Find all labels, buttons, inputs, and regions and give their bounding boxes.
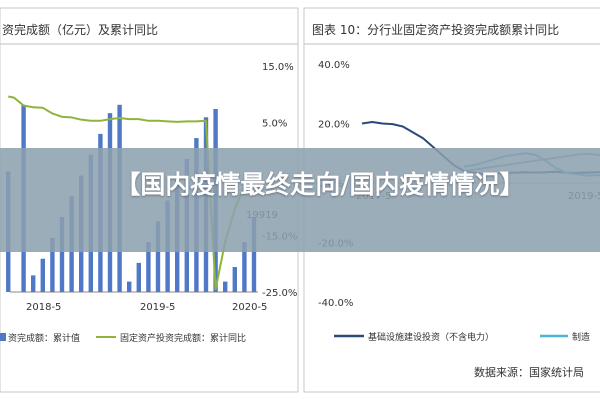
bar-22 [223, 281, 228, 292]
right-legend: 基础设施建设投资（不含电力） 制造 [334, 331, 590, 343]
left-line-series [8, 95, 246, 291]
data-source: 数据来源：国家统计局 [474, 365, 584, 379]
legend-label-line: 固定资产投资完成额：累计同比 [120, 332, 246, 344]
right-tick-label: 15.0% [262, 62, 294, 73]
y-tick-label: -40.0% [318, 298, 353, 309]
bar-5 [59, 217, 65, 292]
legend-label-mfg: 制造 [572, 331, 590, 343]
legend-label-infra: 基础设施建设投资（不含电力） [368, 331, 494, 343]
banner-title: 【国内疫情最终走向/国内疫情情况】 [115, 170, 525, 199]
left-chart-title: 资完成额（亿元）及累计同比 [2, 22, 158, 37]
y-tick-label: 20.0% [318, 120, 350, 131]
left-legend: 资完成额：累计值 固定资产投资完成额：累计同比 [0, 332, 246, 344]
bar-13 [136, 262, 141, 292]
x-tick-label: 2020-5 [232, 302, 267, 313]
right-tick-label: 5.0% [262, 119, 287, 130]
bar-3 [40, 258, 45, 292]
title-banner [0, 148, 600, 252]
right-tick-label: -25.0% [262, 288, 297, 299]
y-tick-label: 40.0% [318, 60, 350, 71]
x-tick-label: 2019-5 [140, 302, 175, 313]
bar-2 [31, 275, 36, 292]
bar-4 [50, 237, 55, 292]
bar-15 [155, 221, 161, 292]
yoy-line [8, 95, 246, 291]
legend-swatch-bar [0, 333, 6, 341]
bar-23 [232, 267, 237, 292]
bar-14 [146, 242, 151, 292]
x-tick-label: 2018-5 [26, 302, 61, 313]
legend-label-bar: 资完成额：累计值 [8, 332, 80, 344]
bar-25 [251, 217, 257, 292]
right-chart-title: 图表 10：分行业固定资产投资完成额累计同比 [312, 22, 559, 37]
bar-24 [242, 242, 247, 292]
bar-12 [127, 281, 132, 292]
